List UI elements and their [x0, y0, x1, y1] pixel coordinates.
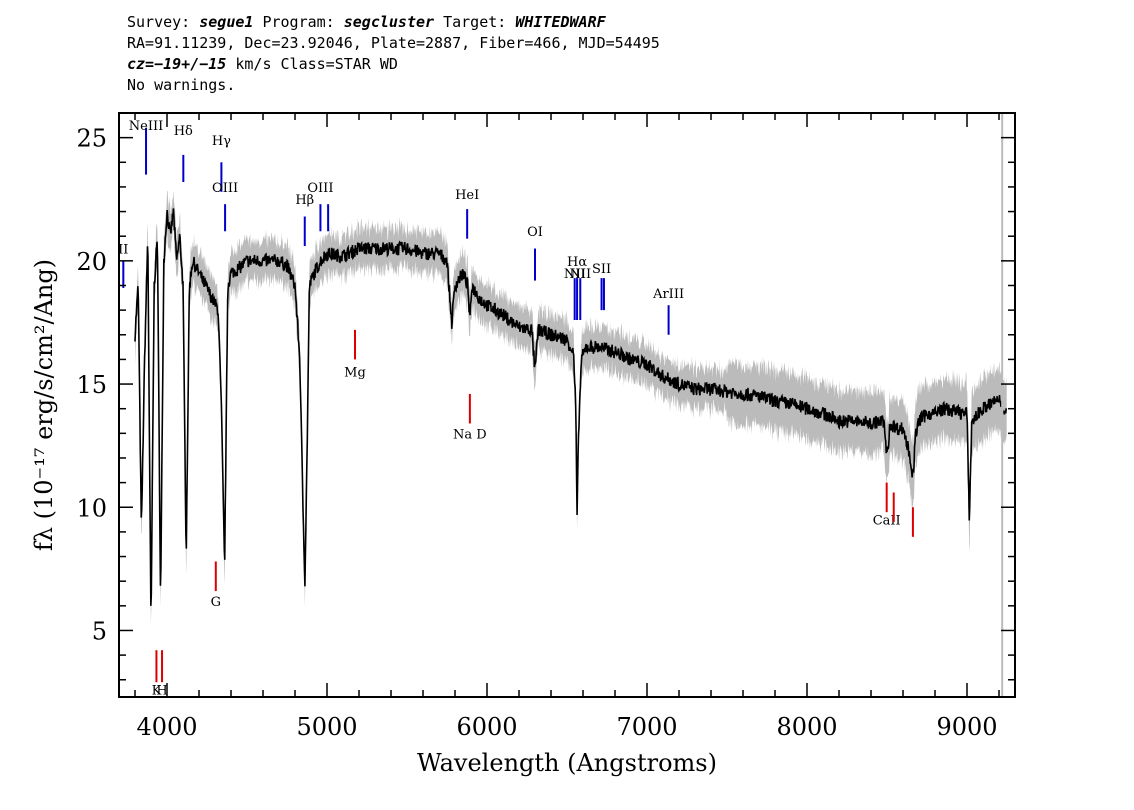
x-tick-label: 4000 [136, 713, 197, 741]
spectral-line-label: NeIII [129, 119, 163, 134]
spectral-line-label: Hα [567, 255, 587, 270]
survey-label: Survey: [127, 13, 200, 31]
y-tick-label: 5 [92, 617, 107, 645]
header-line-survey: Survey: segue1 Program: segcluster Targe… [127, 12, 660, 33]
spectral-line-label: Hδ [174, 124, 193, 139]
spectral-line-label: OIII [212, 181, 238, 196]
header-line-coords: RA=91.11239, Dec=23.92046, Plate=2887, F… [127, 34, 660, 52]
plot-frame [118, 112, 1016, 698]
redshift-value: cz=−19+/−15 [127, 55, 227, 73]
plot-clipped-group [134, 113, 1007, 697]
x-tick-label: 8000 [776, 713, 837, 741]
spectral-line-label: NII [569, 267, 591, 282]
y-tick-label: 10 [76, 494, 107, 522]
header-line-redshift: cz=−19+/−15 km/s Class=STAR WD [127, 54, 660, 75]
spectral-line-label: SII [592, 262, 611, 277]
y-tick-label: 20 [76, 248, 107, 276]
header-line-warnings: No warnings. [127, 76, 236, 94]
spectral-line-label: Hγ [212, 134, 231, 149]
spectral-line-label: K [152, 684, 162, 699]
flux-series-line [134, 208, 1007, 606]
axes: 4000 5000 6000 7000 8000 9000 5 10 15 20 25 [76, 112, 1016, 741]
program-value: segcluster [343, 13, 435, 31]
x-tick-label: 5000 [296, 713, 357, 741]
spectral-line-label: HeI [455, 188, 479, 203]
spectrum-header: Survey: segue1 Program: segcluster Targe… [127, 12, 660, 96]
program-label: Program: [253, 13, 344, 31]
x-axis-title: Wavelength (Angstroms) [417, 749, 717, 777]
target-label: Target: [434, 13, 516, 31]
spectral-line-label: ArIII [652, 287, 684, 302]
x-tick-label: 9000 [936, 713, 997, 741]
spectral-line-label: CaII [873, 514, 901, 529]
spectral-line-label: H [156, 684, 167, 699]
spectral-line-label: G [211, 595, 221, 610]
x-tick-label: 6000 [456, 713, 517, 741]
survey-value: segue1 [199, 13, 254, 31]
y-tick-label: 15 [76, 371, 107, 399]
spectral-line-label: Mg [344, 366, 366, 381]
y-axis-title: fλ (10⁻¹⁷ erg/s/cm²/Ang) [30, 259, 58, 551]
spectral-line-label: II [118, 242, 128, 257]
target-value: WHITEDWARF [515, 13, 606, 31]
y-tick-label: 25 [76, 125, 107, 153]
x-tick-label: 7000 [616, 713, 677, 741]
spectral-line-label: OIII [307, 181, 333, 196]
error-band [135, 189, 1007, 624]
spectral-line-label: Na D [453, 427, 487, 442]
spectral-line-label: OI [527, 225, 543, 240]
class-text: km/s Class=STAR WD [226, 55, 398, 73]
spectral-line-label: Hβ [295, 193, 314, 208]
